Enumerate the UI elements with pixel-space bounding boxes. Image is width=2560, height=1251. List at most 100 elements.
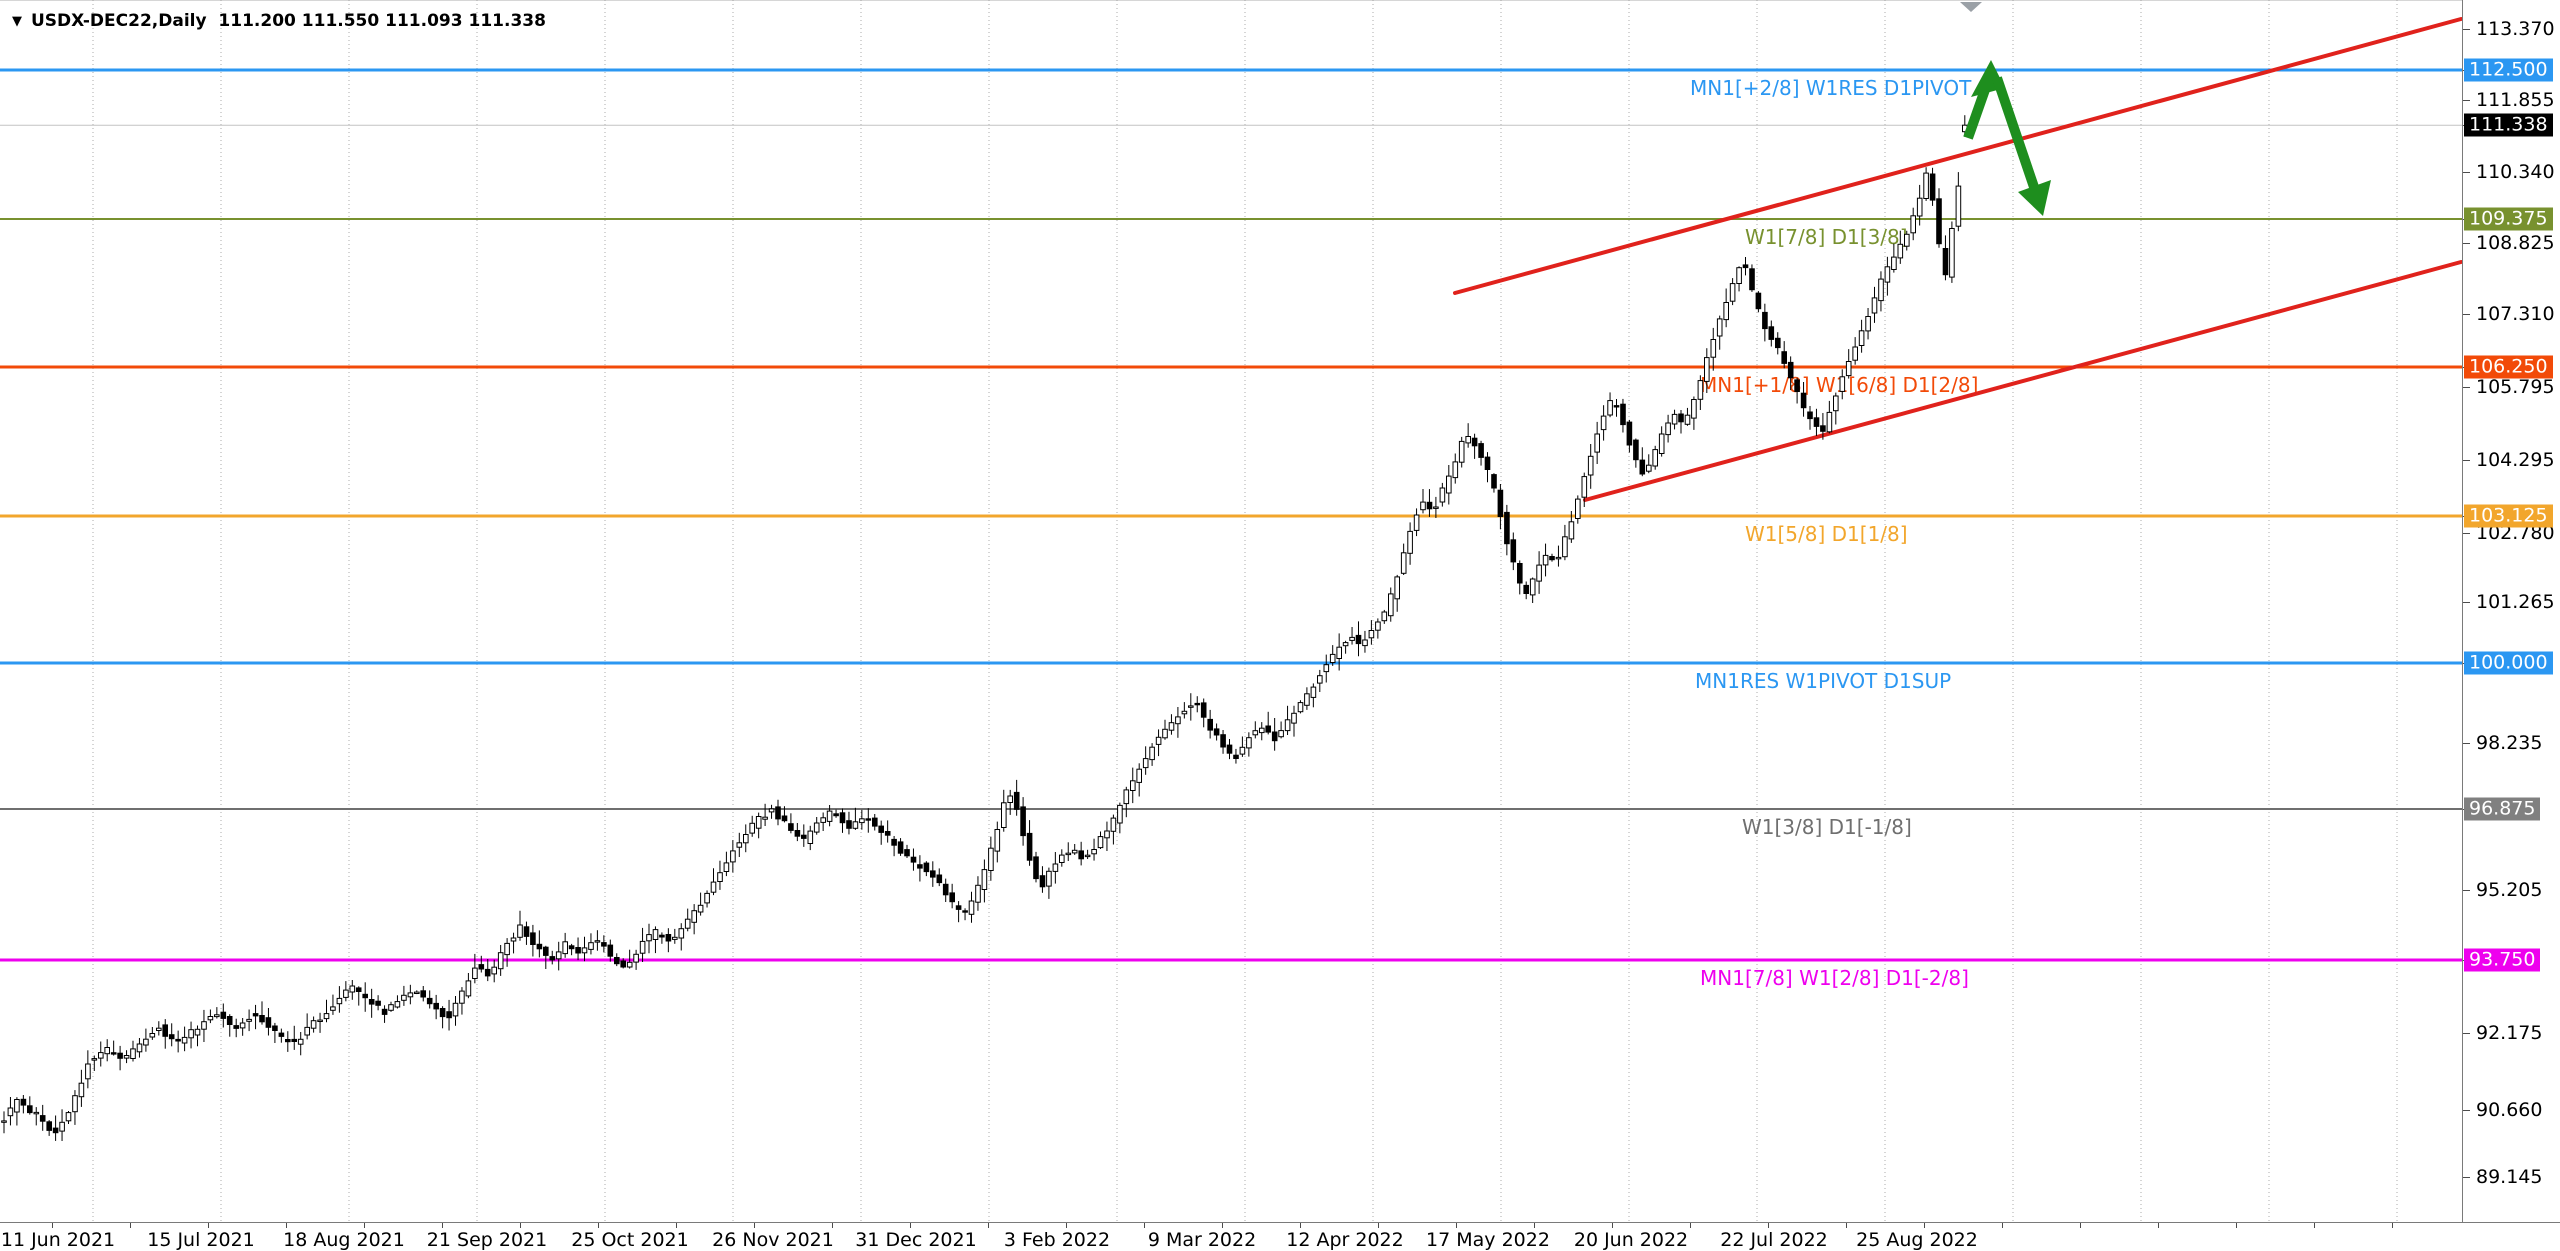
candle-body — [994, 829, 1001, 852]
candle-body — [207, 1016, 214, 1021]
candle-body — [1478, 443, 1484, 458]
candle-body — [1891, 256, 1897, 271]
price-tick-label: 90.660 — [2476, 1099, 2543, 1121]
chart-canvas[interactable]: MN1[+2/8] W1RES D1PIVOT W1[7/8] D1[3/8] MN… — [0, 0, 2462, 1222]
candle-body — [233, 1025, 239, 1029]
high-value: 111.550 — [301, 11, 380, 31]
time-axis-tick — [1846, 1223, 1847, 1228]
murrey-line-label: MN1RES W1PIVOT D1SUP — [1695, 669, 1951, 693]
price-tick-label: 108.825 — [2476, 232, 2555, 254]
candle-body — [1310, 686, 1317, 698]
candle-body — [1452, 461, 1459, 479]
candle-body — [1742, 264, 1749, 269]
candle-body — [414, 991, 420, 994]
candle-body — [1671, 413, 1678, 425]
chart-shift-marker[interactable] — [1960, 2, 1982, 12]
candle-body — [1136, 768, 1143, 783]
candle-body — [1317, 675, 1323, 684]
time-axis-tick — [364, 1223, 365, 1228]
candle-body — [1329, 653, 1336, 664]
candle-body — [1929, 173, 1936, 201]
candle-body — [1065, 852, 1072, 856]
candle-body — [865, 818, 872, 821]
candle-body — [1407, 530, 1413, 554]
candle-body — [259, 1015, 265, 1023]
candle-body — [1716, 318, 1723, 337]
time-axis[interactable]: 11 Jun 2021 15 Jul 2021 18 Aug 2021 21 Sep … — [0, 1223, 2560, 1251]
candle-body — [678, 928, 685, 939]
candle-body — [717, 872, 723, 883]
trend-channel-line[interactable] — [1453, 17, 2462, 295]
candle-body — [607, 944, 614, 957]
price-axis[interactable]: 113.370 111.855 110.340 108.825 107.310 105.7… — [2463, 0, 2560, 1222]
forecast-arrow-down-head[interactable] — [2018, 180, 2051, 216]
candle-body — [1936, 198, 1942, 245]
candle-body — [884, 831, 891, 836]
candle-body — [813, 822, 820, 833]
candle-body — [472, 967, 478, 979]
candle-body — [136, 1043, 143, 1053]
candle-body — [1755, 292, 1762, 310]
candle-body — [1, 1120, 7, 1123]
candle-body — [33, 1111, 40, 1115]
candle-body — [1510, 539, 1517, 563]
time-axis-tick — [2158, 1223, 2159, 1228]
candle-body — [665, 934, 672, 942]
date-label: 22 Jul 2022 — [1720, 1229, 1828, 1251]
symbol-dropdown-icon[interactable]: ▼ — [12, 13, 22, 29]
candle-body — [1342, 642, 1349, 647]
candle-body — [1400, 552, 1407, 574]
candlestick-chart[interactable]: MN1[+2/8] W1RES D1PIVOT W1[7/8] D1[3/8] MN… — [0, 0, 2462, 1222]
trend-channel-line[interactable] — [1583, 260, 2462, 502]
candle-body — [1600, 415, 1607, 431]
candle-body — [156, 1027, 162, 1031]
candle-body — [549, 956, 556, 961]
candle-body — [1458, 440, 1465, 463]
candle-body — [1568, 521, 1575, 540]
price-tick-label: 89.145 — [2476, 1166, 2543, 1188]
time-axis-tick — [1300, 1223, 1301, 1228]
candle-body — [201, 1021, 207, 1030]
candle-body — [846, 820, 852, 829]
price-tick-label: 98.235 — [2476, 732, 2543, 754]
candle-body — [1504, 511, 1510, 545]
candle-body — [833, 813, 839, 817]
candle-body — [923, 862, 930, 873]
forecast-arrow-down-shaft[interactable] — [1992, 76, 2040, 192]
candle-body — [317, 1019, 323, 1022]
candle-body — [930, 870, 936, 878]
time-axis-tick — [1222, 1223, 1223, 1228]
candle-body — [1613, 405, 1620, 408]
candle-body — [239, 1022, 246, 1029]
candle-body — [117, 1052, 123, 1059]
price-tick-label: 105.795 — [2476, 376, 2555, 398]
candle-body — [265, 1017, 272, 1028]
date-label: 31 Dec 2021 — [855, 1229, 977, 1251]
candle-body — [491, 966, 497, 975]
time-scale-separator — [0, 1222, 2560, 1223]
candle-body — [478, 964, 485, 970]
candle-body — [1117, 804, 1123, 824]
candle-body — [1220, 734, 1226, 748]
candle-body — [52, 1127, 59, 1134]
time-axis-tick — [52, 1223, 53, 1228]
date-label: 11 Jun 2021 — [0, 1229, 116, 1251]
close-value: 111.338 — [468, 11, 546, 31]
candle-body — [1420, 501, 1426, 511]
time-axis-tick — [598, 1223, 599, 1228]
candle-body — [1581, 476, 1588, 498]
candle-body — [1497, 489, 1504, 518]
candle-body — [162, 1024, 168, 1037]
candle-body — [1291, 712, 1297, 724]
ohlc-values: 111.200 111.550 111.093 111.338 — [207, 11, 546, 31]
candle-body — [1910, 215, 1917, 234]
candle-body — [1007, 795, 1014, 803]
candle-body — [755, 816, 762, 829]
candle-body — [794, 830, 801, 837]
candle-body — [1697, 380, 1704, 400]
price-axis-tick — [2463, 314, 2470, 315]
candle-body — [1026, 832, 1033, 861]
candle-body — [1923, 172, 1929, 200]
candle-body — [1381, 611, 1388, 622]
candle-body — [878, 825, 885, 833]
